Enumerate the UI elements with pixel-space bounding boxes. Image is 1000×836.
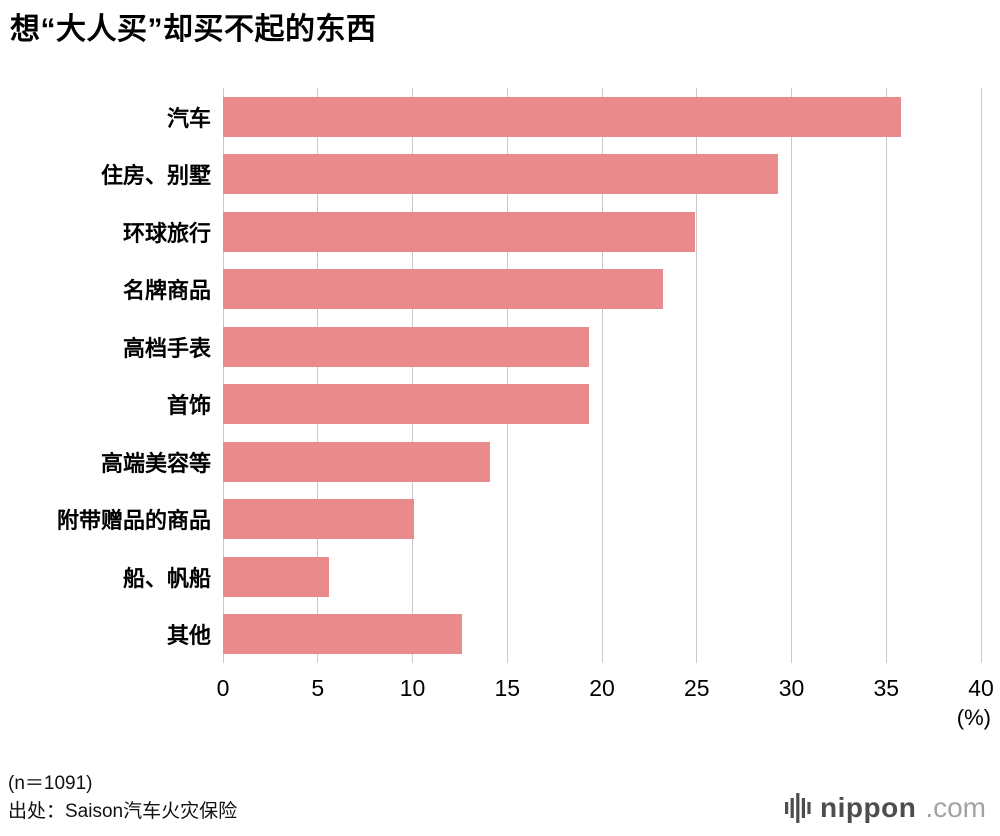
category-label: 汽车: [166, 105, 211, 131]
bar: [223, 556, 330, 597]
x-tick-label: 15: [494, 675, 521, 701]
bar: [223, 211, 695, 252]
bar: [223, 499, 415, 540]
logo-name: nippon: [820, 792, 917, 823]
gridline: [791, 88, 792, 663]
category-labels: 汽车住房、别墅环球旅行名牌商品高档手表首饰高端美容等附带赠品的商品船、帆船其他: [12, 88, 223, 663]
x-axis: 0 5 10 15 20 25 30 35 40: [217, 675, 994, 701]
gridline: [222, 88, 224, 663]
bar: [223, 269, 663, 310]
bar-row: [223, 548, 981, 606]
plot-area: [222, 88, 982, 663]
x-tick-label: 40: [968, 675, 994, 701]
bar: [223, 326, 589, 367]
category-label: 住房、别墅: [100, 163, 211, 189]
footer: (n＝1091) 出处：Saison汽车火灾保险 nippon .com: [0, 770, 1000, 826]
x-axis-unit-row: (%): [223, 705, 991, 731]
x-tick-label: 35: [873, 675, 900, 701]
category-label: 高端美容等: [100, 450, 211, 476]
footer-notes: (n＝1091) 出处：Saison汽车火灾保险: [8, 770, 237, 826]
bar-row: [223, 318, 981, 376]
chart-title: 想“大人买”却买不起的东西: [10, 13, 377, 46]
bar: [223, 384, 589, 425]
x-tick-label: 30: [778, 675, 805, 701]
x-tick-label: 25: [683, 675, 710, 701]
bar-row: [223, 203, 981, 261]
x-tick-label: 5: [311, 675, 325, 701]
category-label: 环球旅行: [122, 220, 211, 246]
bar-row: [223, 376, 981, 434]
gridline: [696, 88, 698, 663]
category-label: 高档手表: [122, 335, 211, 361]
bar: [223, 441, 491, 482]
source-note: 出处：Saison汽车火灾保险: [8, 801, 238, 822]
category-label: 附带赠品的商品: [56, 508, 211, 534]
nippon-logo: nippon .com: [785, 792, 986, 826]
gridline: [980, 88, 982, 663]
gridline: [317, 88, 319, 663]
gridline: [885, 88, 887, 663]
bars: [223, 88, 981, 663]
x-tick-label: 20: [589, 675, 615, 701]
gridline: [412, 88, 413, 663]
bar-row: [223, 606, 981, 664]
x-axis-unit-label: (%): [956, 705, 991, 730]
bar-chart: 汽车住房、别墅环球旅行名牌商品高档手表首饰高端美容等附带赠品的商品船、帆船其他: [0, 88, 1000, 663]
gridlines: [222, 88, 982, 663]
category-label: 其他: [166, 623, 211, 649]
equalizer-bars-icon: [785, 793, 811, 823]
sample-size-note: (n＝1091): [8, 773, 93, 794]
category-label: 名牌商品: [122, 278, 211, 304]
bar-row: [223, 146, 981, 204]
x-tick-label: 10: [399, 675, 426, 701]
bar-row: [223, 261, 981, 319]
bar: [223, 96, 902, 137]
chart-page: 想“大人买”却买不起的东西 汽车住房、别墅环球旅行名牌商品高档手表首饰高端美容等…: [0, 12, 1000, 836]
category-label: 首饰: [166, 393, 211, 419]
category-label: 船、帆船: [122, 565, 211, 591]
bar-row: [223, 88, 981, 146]
gridline: [601, 88, 603, 663]
bar: [223, 154, 779, 195]
x-tick-label: 0: [216, 675, 230, 701]
logo-tld: .com: [925, 792, 986, 823]
bar-row: [223, 433, 981, 491]
gridline: [506, 88, 508, 663]
bar-row: [223, 491, 981, 549]
bar: [223, 614, 462, 655]
